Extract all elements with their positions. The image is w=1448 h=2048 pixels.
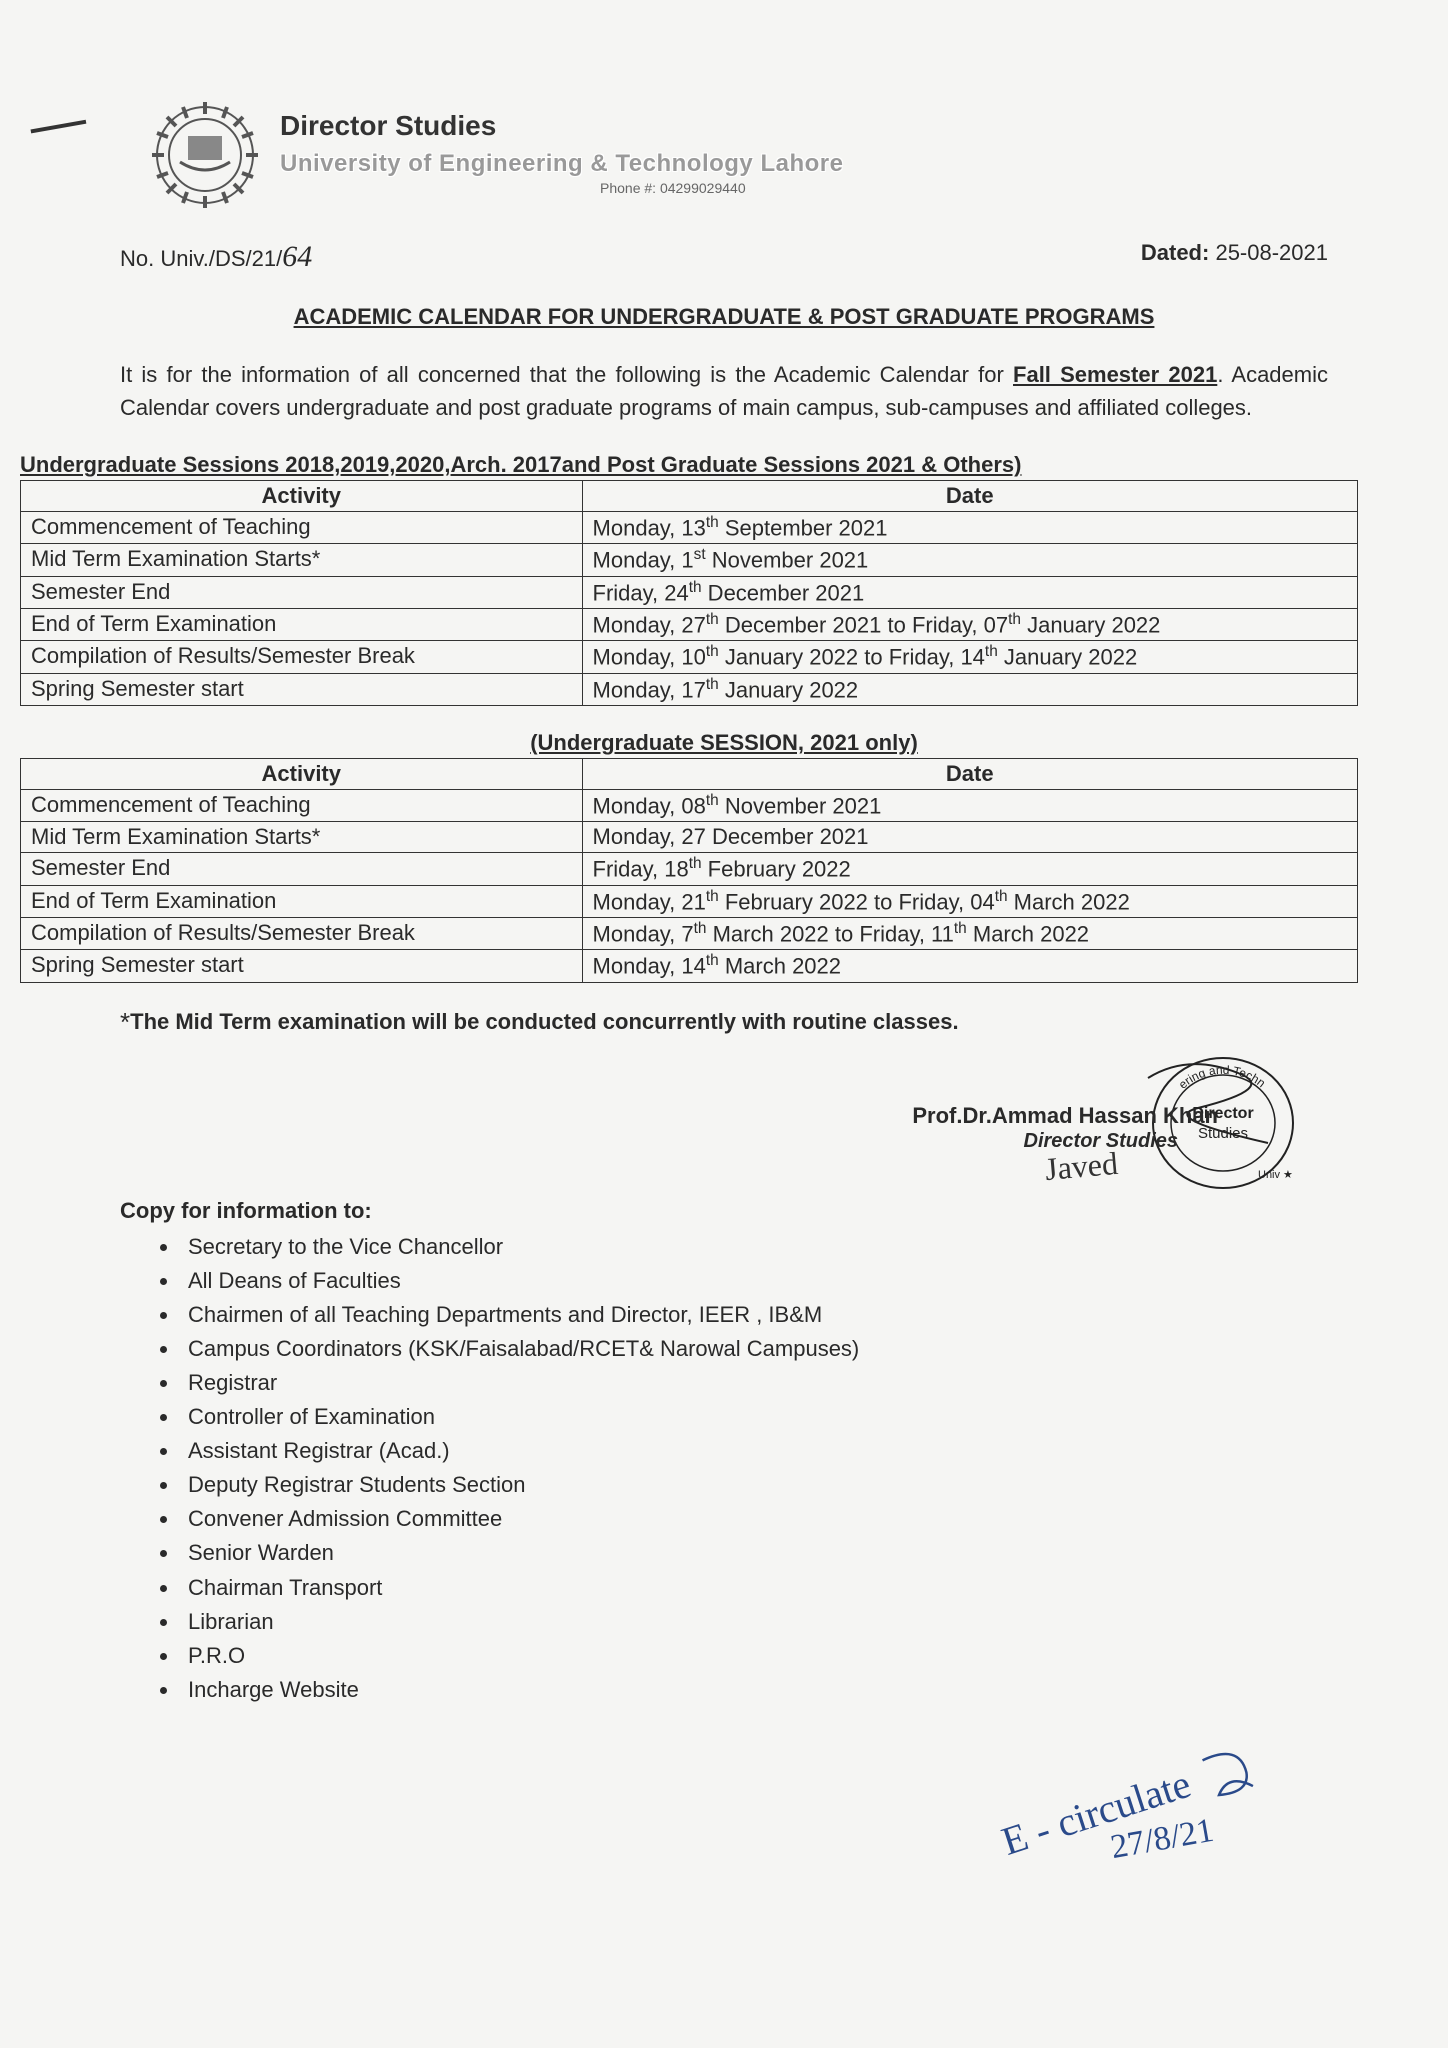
signature-block: ering and Techn Director Studies Univ ★ …: [120, 1048, 1328, 1198]
list-item: Secretary to the Vice Chancellor: [180, 1230, 1328, 1264]
cell-date: Monday, 10th January 2022 to Friday, 14t…: [582, 641, 1357, 673]
table-row: End of Term ExaminationMonday, 21th Febr…: [21, 885, 1358, 917]
university-seal-icon: [150, 100, 260, 210]
signatory-name: Prof.Dr.Ammad Hassan Khan: [912, 1103, 1218, 1129]
cell-activity: Compilation of Results/Semester Break: [21, 917, 583, 949]
list-item: Registrar: [180, 1366, 1328, 1400]
cell-date: Monday, 1st November 2021: [582, 544, 1357, 576]
cell-activity: Commencement of Teaching: [21, 789, 583, 821]
cell-date: Monday, 27 December 2021: [582, 822, 1357, 853]
col-date: Date: [582, 758, 1357, 789]
svg-text:Univ ★: Univ ★: [1258, 1169, 1293, 1181]
table-row: Commencement of TeachingMonday, 13th Sep…: [21, 512, 1358, 544]
footnote-text: The Mid Term examination will be conduct…: [130, 1009, 958, 1034]
list-item: P.R.O: [180, 1639, 1328, 1673]
letterhead: Director Studies University of Engineeri…: [150, 100, 1358, 210]
table-header-row: Activity Date: [21, 481, 1358, 512]
list-item: Librarian: [180, 1605, 1328, 1639]
cell-activity: Mid Term Examination Starts*: [21, 544, 583, 576]
reference-number: No. Univ./DS/21/64: [120, 240, 312, 274]
table-row: Commencement of TeachingMonday, 08th Nov…: [21, 789, 1358, 821]
initials-signature: Javed: [1044, 1145, 1120, 1188]
handwritten-note: E - circulate 27/8/21: [995, 1735, 1276, 1906]
table-row: Spring Semester startMonday, 14th March …: [21, 950, 1358, 982]
table-row: Compilation of Results/Semester BreakMon…: [21, 641, 1358, 673]
cell-activity: Semester End: [21, 853, 583, 885]
table2-heading: (Undergraduate SESSION, 2021 only): [90, 730, 1358, 756]
list-item: Deputy Registrar Students Section: [180, 1468, 1328, 1502]
cell-date: Monday, 14th March 2022: [582, 950, 1357, 982]
ref-prefix: No. Univ./DS/21/: [120, 246, 282, 271]
table-row: Compilation of Results/Semester BreakMon…: [21, 917, 1358, 949]
cell-date: Friday, 18th February 2022: [582, 853, 1357, 885]
cell-date: Monday, 13th September 2021: [582, 512, 1357, 544]
cell-date: Monday, 17th January 2022: [582, 673, 1357, 705]
list-item: Convener Admission Committee: [180, 1502, 1328, 1536]
cell-activity: End of Term Examination: [21, 608, 583, 640]
calendar-table-2: Activity Date Commencement of TeachingMo…: [20, 758, 1358, 983]
intro-before: It is for the information of all concern…: [120, 362, 1013, 387]
cell-date: Friday, 24th December 2021: [582, 576, 1357, 608]
cell-activity: Spring Semester start: [21, 950, 583, 982]
table-row: Mid Term Examination Starts*Monday, 1st …: [21, 544, 1358, 576]
table-row: Mid Term Examination Starts*Monday, 27 D…: [21, 822, 1358, 853]
col-date: Date: [582, 481, 1357, 512]
list-item: Chairmen of all Teaching Departments and…: [180, 1298, 1328, 1332]
phone-line: Phone #: 04299029440: [600, 180, 843, 196]
list-item: Senior Warden: [180, 1536, 1328, 1570]
table-row: Spring Semester startMonday, 17th Januar…: [21, 673, 1358, 705]
table1-heading: Undergraduate Sessions 2018,2019,2020,Ar…: [20, 452, 1358, 478]
department-title: Director Studies: [280, 110, 843, 142]
dated: Dated: 25-08-2021: [1141, 240, 1328, 274]
cell-date: Monday, 08th November 2021: [582, 789, 1357, 821]
cell-activity: Semester End: [21, 576, 583, 608]
list-item: Assistant Registrar (Acad.): [180, 1434, 1328, 1468]
col-activity: Activity: [21, 481, 583, 512]
cell-date: Monday, 7th March 2022 to Friday, 11th M…: [582, 917, 1357, 949]
ref-handwritten: 64: [282, 240, 312, 273]
calendar-table-1: Activity Date Commencement of TeachingMo…: [20, 480, 1358, 706]
dated-value: 25-08-2021: [1215, 240, 1328, 265]
footnote-star: *: [120, 1007, 130, 1037]
list-item: Controller of Examination: [180, 1400, 1328, 1434]
table-row: End of Term ExaminationMonday, 27th Dece…: [21, 608, 1358, 640]
cell-activity: Compilation of Results/Semester Break: [21, 641, 583, 673]
scan-mark-icon: ⎯: [23, 76, 92, 166]
table-row: Semester EndFriday, 24th December 2021: [21, 576, 1358, 608]
list-item: Campus Coordinators (KSK/Faisalabad/RCET…: [180, 1332, 1328, 1366]
phone-number: 04299029440: [660, 180, 746, 196]
meta-row: No. Univ./DS/21/64 Dated: 25-08-2021: [120, 240, 1328, 274]
cell-activity: Spring Semester start: [21, 673, 583, 705]
phone-label: Phone #:: [600, 180, 656, 196]
intro-fall-semester: Fall Semester 2021: [1013, 362, 1217, 387]
copy-list: Secretary to the Vice ChancellorAll Dean…: [180, 1230, 1328, 1707]
university-name: University of Engineering & Technology L…: [280, 150, 843, 178]
list-item: All Deans of Faculties: [180, 1264, 1328, 1298]
table-header-row: Activity Date: [21, 758, 1358, 789]
cell-date: Monday, 27th December 2021 to Friday, 07…: [582, 608, 1357, 640]
intro-paragraph: It is for the information of all concern…: [120, 358, 1328, 424]
cell-activity: Mid Term Examination Starts*: [21, 822, 583, 853]
table-row: Semester EndFriday, 18th February 2022: [21, 853, 1358, 885]
cell-date: Monday, 21th February 2022 to Friday, 04…: [582, 885, 1357, 917]
col-activity: Activity: [21, 758, 583, 789]
document-title: ACADEMIC CALENDAR FOR UNDERGRADUATE & PO…: [90, 304, 1358, 330]
list-item: Incharge Website: [180, 1673, 1328, 1707]
footnote: *The Mid Term examination will be conduc…: [120, 1007, 1328, 1038]
dated-label: Dated:: [1141, 240, 1209, 265]
cell-activity: Commencement of Teaching: [21, 512, 583, 544]
cell-activity: End of Term Examination: [21, 885, 583, 917]
list-item: Chairman Transport: [180, 1571, 1328, 1605]
